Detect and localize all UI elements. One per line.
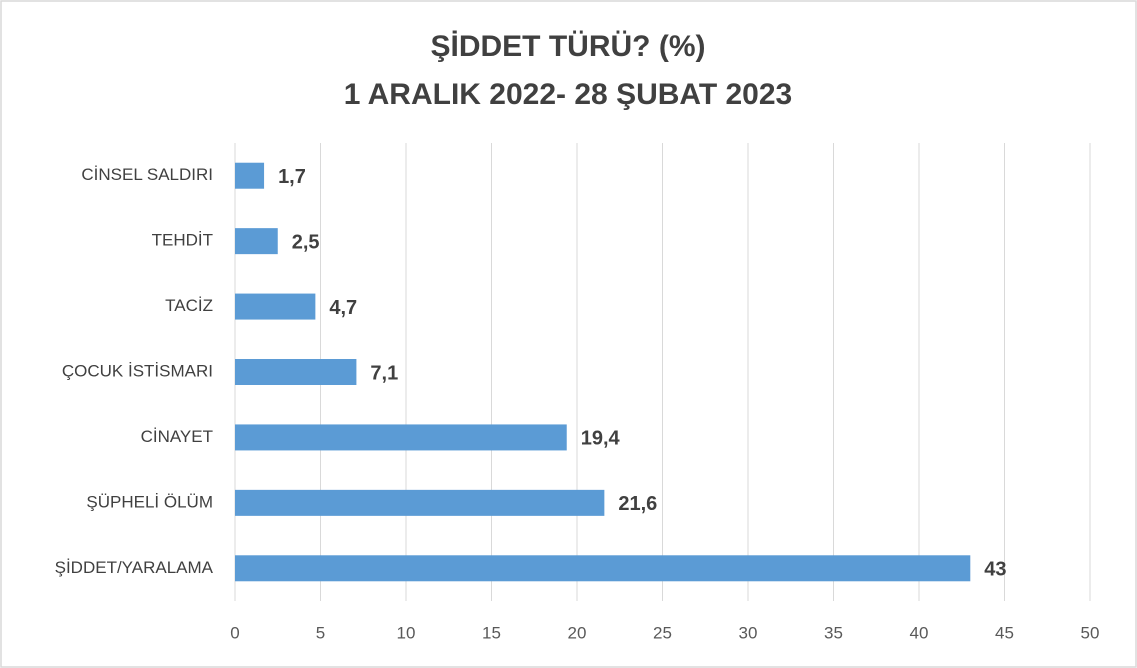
x-tick-label: 0 [230, 623, 239, 642]
bar [235, 293, 316, 320]
value-label: 19,4 [581, 428, 621, 450]
y-tick-label: CİNAYET [141, 427, 213, 446]
y-tick-label: TACİZ [165, 296, 213, 315]
x-tick-label: 45 [995, 623, 1014, 642]
bar [235, 489, 605, 516]
x-tick-label: 35 [824, 623, 843, 642]
x-tick-label: 20 [568, 623, 587, 642]
chart-title: ŞİDDET TÜRÜ? (%) [431, 30, 706, 63]
x-tick-label: 40 [910, 623, 929, 642]
x-tick-label: 25 [653, 623, 672, 642]
value-label: 21,6 [618, 493, 657, 515]
bar [235, 555, 971, 582]
y-tick-label: TEHDİT [152, 231, 213, 250]
y-tick-label: ŞİDDET/YARALAMA [55, 558, 214, 577]
y-tick-label: ÇOCUK İSTİSMARI [62, 361, 213, 380]
value-label: 7,1 [370, 362, 398, 384]
bar [235, 162, 265, 189]
value-label: 2,5 [292, 231, 320, 253]
x-tick-label: 50 [1081, 623, 1100, 642]
x-tick-label: 30 [739, 623, 758, 642]
y-tick-label: ŞÜPHELİ ÖLÜM [86, 492, 213, 511]
x-tick-label: 10 [397, 623, 416, 642]
bar [235, 228, 278, 255]
bar [235, 424, 567, 451]
bar [235, 359, 357, 385]
chart-subtitle: 1 ARALIK 2022- 28 ŞUBAT 2023 [344, 78, 793, 111]
x-tick-label: 5 [316, 623, 325, 642]
value-label: 4,7 [329, 297, 357, 319]
y-tick-label: CİNSEL SALDIRI [81, 165, 213, 184]
value-label: 43 [984, 559, 1006, 581]
x-tick-label: 15 [482, 623, 501, 642]
value-label: 1,7 [278, 166, 306, 188]
